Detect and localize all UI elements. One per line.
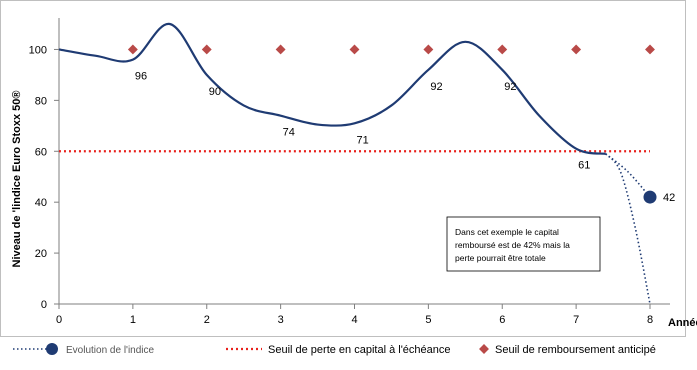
x-tick-label: 8 — [647, 314, 653, 326]
data-label: 74 — [283, 127, 295, 139]
x-tick-label: 4 — [351, 314, 357, 326]
data-label: 90 — [209, 86, 221, 98]
annotation-border — [446, 216, 601, 272]
data-label: 61 — [578, 160, 590, 172]
annotation-line-3: perte pourrait être totale — [455, 253, 546, 263]
projection-line-1 — [605, 153, 651, 198]
x-tick-label: 0 — [56, 314, 62, 326]
final-point — [643, 190, 657, 204]
redemption-marker — [645, 44, 655, 55]
y-tick-label: 0 — [41, 299, 47, 311]
final-point-label: 42 — [663, 192, 675, 204]
data-label: 71 — [357, 134, 369, 146]
index-evolution-series — [58, 22, 657, 305]
chart-border — [0, 0, 686, 337]
x-axis-label: Années — [668, 317, 697, 329]
redemption-marker — [127, 44, 138, 55]
annotation-line-1: Dans cet exemple le capital — [455, 227, 559, 237]
x-tick-label: 5 — [425, 314, 431, 326]
x-tick-label: 1 — [130, 314, 136, 326]
y-tick-label: 40 — [35, 197, 47, 209]
data-labels: 42 96 90 74 71 92 92 61 — [135, 71, 675, 204]
x-tick-label: 2 — [204, 314, 210, 326]
y-tick-label: 60 — [35, 146, 47, 158]
index-line — [58, 22, 606, 155]
legend: Evolution de l'indice Seuil de perte en … — [13, 343, 656, 356]
redemption-marker — [571, 44, 582, 55]
legend-redemption-marker — [479, 344, 489, 354]
y-axis-label: Niveau de 'lindice Euro Stoxx 50® — [11, 91, 23, 268]
projection-line-2 — [605, 153, 651, 305]
redemption-marker — [201, 44, 212, 55]
data-label: 92 — [430, 81, 442, 93]
annotation-box: Dans cet exemple le capital remboursé es… — [446, 216, 601, 272]
x-tick-label: 3 — [278, 314, 284, 326]
x-tick-label: 7 — [573, 314, 579, 326]
legend-redemption-label: Seuil de remboursement anticipé — [495, 344, 656, 356]
y-tick-label: 80 — [35, 95, 47, 107]
legend-loss-threshold-label: Seuil de perte en capital à l'échéance — [268, 344, 451, 356]
y-tick-label: 100 — [29, 44, 47, 56]
legend-index-dot — [46, 343, 58, 355]
legend-index-label: Evolution de l'indice — [66, 345, 155, 356]
annotation-line-2: remboursé est de 42% mais la — [455, 240, 570, 250]
axes: 0 20 40 60 80 100 0 1 2 3 4 5 6 7 8 — [29, 18, 670, 326]
x-tick-label: 6 — [499, 314, 505, 326]
data-label: 92 — [504, 81, 516, 93]
data-label: 96 — [135, 71, 147, 83]
y-tick-label: 20 — [35, 248, 47, 260]
